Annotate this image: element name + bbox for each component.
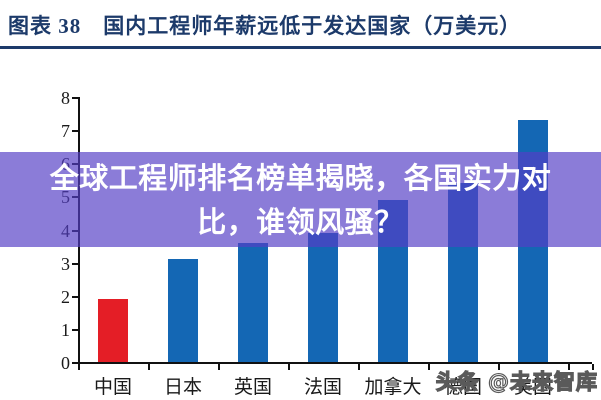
- x-category-label: 加拿大: [364, 377, 422, 398]
- title-underline: [0, 46, 601, 49]
- bar-法国: [308, 232, 338, 362]
- x-axis-line: [78, 362, 592, 364]
- x-tick-mark: [358, 364, 360, 370]
- y-tick-mark: [72, 130, 78, 133]
- x-category-label: 英国: [233, 377, 272, 398]
- x-tick-mark: [592, 364, 594, 370]
- overlay-banner-text: 全球工程师排名榜单揭晓，各国实力对比，谁领风骚？: [49, 160, 552, 239]
- bar-英国: [238, 242, 268, 362]
- x-category-label: 法国: [303, 377, 342, 398]
- overlay-banner: 全球工程师排名榜单揭晓，各国实力对比，谁领风骚？: [0, 152, 601, 247]
- x-tick-mark: [498, 364, 500, 370]
- x-tick-mark: [148, 364, 150, 370]
- y-tick-mark: [72, 295, 78, 298]
- y-tick-label: 2: [61, 286, 70, 307]
- y-tick-label: 0: [61, 353, 70, 373]
- x-category-label: 德国: [443, 377, 482, 398]
- y-tick-mark: [72, 328, 78, 331]
- x-category-label: 中国: [93, 377, 132, 398]
- x-category-label: 日本: [163, 377, 202, 398]
- bar-日本: [168, 259, 198, 362]
- y-tick-label: 7: [61, 121, 70, 142]
- y-tick-label: 8: [61, 88, 70, 108]
- x-tick-mark: [218, 364, 220, 370]
- x-tick-mark: [78, 364, 80, 370]
- y-tick-mark: [72, 97, 78, 99]
- x-tick-mark: [428, 364, 430, 370]
- figure-title: 图表 38 国内工程师年薪远低于发达国家（万美元）: [8, 14, 522, 38]
- x-tick-mark: [568, 364, 570, 370]
- y-tick-mark: [72, 362, 78, 364]
- x-category-label: 美国: [513, 377, 552, 398]
- watermark: 头条 @未来智库: [435, 369, 598, 394]
- y-tick-label: 3: [61, 253, 70, 274]
- y-tick-label: 1: [61, 319, 70, 340]
- bar-中国: [98, 299, 128, 362]
- y-tick-mark: [72, 262, 78, 265]
- x-tick-mark: [288, 364, 290, 370]
